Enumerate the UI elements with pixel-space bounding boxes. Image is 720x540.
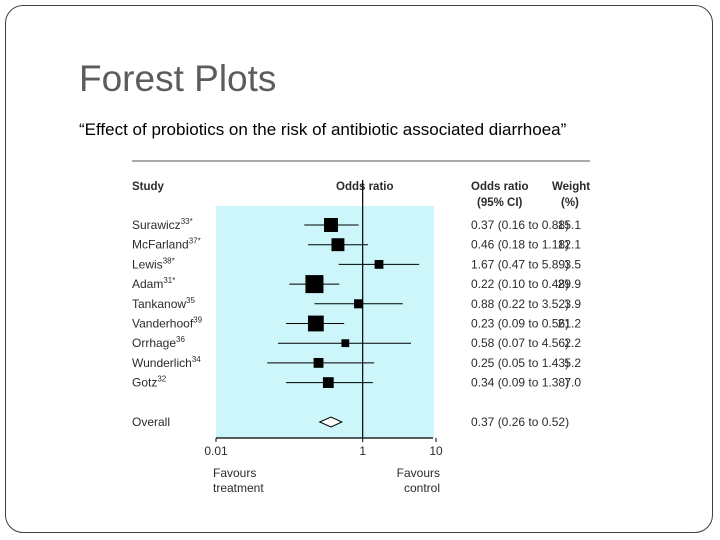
x-tick-label: 0.01 [204,444,228,458]
study-row: Wunderlich34 0.25 (0.05 to 1.43)5.2 [132,355,581,370]
header-study: Study [132,181,165,193]
study-row: Tankanow35 0.88 (0.22 to 3.52)3.9 [132,296,581,311]
shaded-plot-region [216,206,434,438]
weight-value: 7.0 [564,376,581,390]
point-estimate-box [313,357,324,368]
study-name: Orrhage36 [132,335,185,350]
point-estimate-box [374,260,384,269]
point-estimate-box [305,275,324,294]
ci-value: 0.34 (0.09 to 1.38) [471,376,569,390]
slide-subtitle: “Effect of probiotics on the risk of ant… [79,120,567,139]
header-ci-line1: Odds ratio [471,181,529,193]
ci-value: 0.25 (0.05 to 1.43) [471,356,569,370]
study-name: Vanderhoof39 [132,316,203,331]
x-tick-label: 10 [429,444,443,458]
study-row: Surawicz33* 0.37 (0.16 to 0.88)15.1 [132,217,581,232]
study-name: Wunderlich34 [132,355,201,370]
overall-label: Overall [132,415,170,429]
header-weight-line1: Weight [552,181,590,193]
study-row: Vanderhoof39 0.23 (0.09 to 0.56)21.2 [132,316,581,332]
point-estimate-box [354,299,364,309]
weight-value: 29.9 [558,277,582,291]
favours-treatment-line1: Favours [213,466,256,480]
point-estimate-box [307,315,324,332]
study-name: Tankanow35 [132,296,195,311]
ci-value: 0.22 (0.10 to 0.48) [471,277,569,291]
study-row: Gotz32 0.34 (0.09 to 1.38)7.0 [132,375,581,390]
overall-ci-value: 0.37 (0.26 to 0.52) [471,415,569,429]
forest-plot-svg: Study Odds ratio Odds ratio (95% CI) Weight (… [128,160,592,495]
weight-value: 12.1 [558,238,582,252]
point-estimate-box [322,377,334,388]
weight-value: 3.5 [564,257,581,271]
ci-value: 0.46 (0.18 to 1.18) [471,238,569,252]
x-tick-label: 1 [359,444,366,458]
study-row: McFarland37* 0.46 (0.18 to 1.18)12.1 [132,237,581,252]
header-weight-line2: (%) [561,197,579,209]
point-estimate-box [331,238,345,252]
ci-value: 0.23 (0.09 to 0.56) [471,317,569,331]
slide-title: Forest Plots [79,58,277,99]
forest-plot-figure: Study Odds ratio Odds ratio (95% CI) Weight (… [128,160,592,495]
overall-row: Overall 0.37 (0.26 to 0.52) [132,415,569,429]
header-ci-line2: (95% CI) [477,197,523,209]
point-estimate-box [324,218,338,232]
ci-value: 0.37 (0.16 to 0.88) [471,218,569,232]
favours-control-line2: control [404,481,440,495]
favours-control-line1: Favours [397,466,440,480]
weight-value: 5.2 [564,356,581,370]
study-name: Surawicz33* [132,217,193,232]
ci-value: 0.88 (0.22 to 3.52) [471,297,569,311]
ci-value: 0.58 (0.07 to 4.56) [471,336,569,350]
weight-value: 3.9 [564,297,581,311]
weight-value: 21.2 [558,317,582,331]
weight-value: 15.1 [558,218,582,232]
header-odds-ratio: Odds ratio [336,181,394,193]
point-estimate-box [341,339,350,348]
study-row: Orrhage36 0.58 (0.07 to 4.56)2.2 [132,335,581,350]
ci-value: 1.67 (0.47 to 5.89) [471,257,569,271]
weight-value: 2.2 [564,336,581,350]
overall-diamond [318,416,344,428]
favours-treatment-line2: treatment [213,481,264,495]
study-name: McFarland37* [132,237,201,252]
